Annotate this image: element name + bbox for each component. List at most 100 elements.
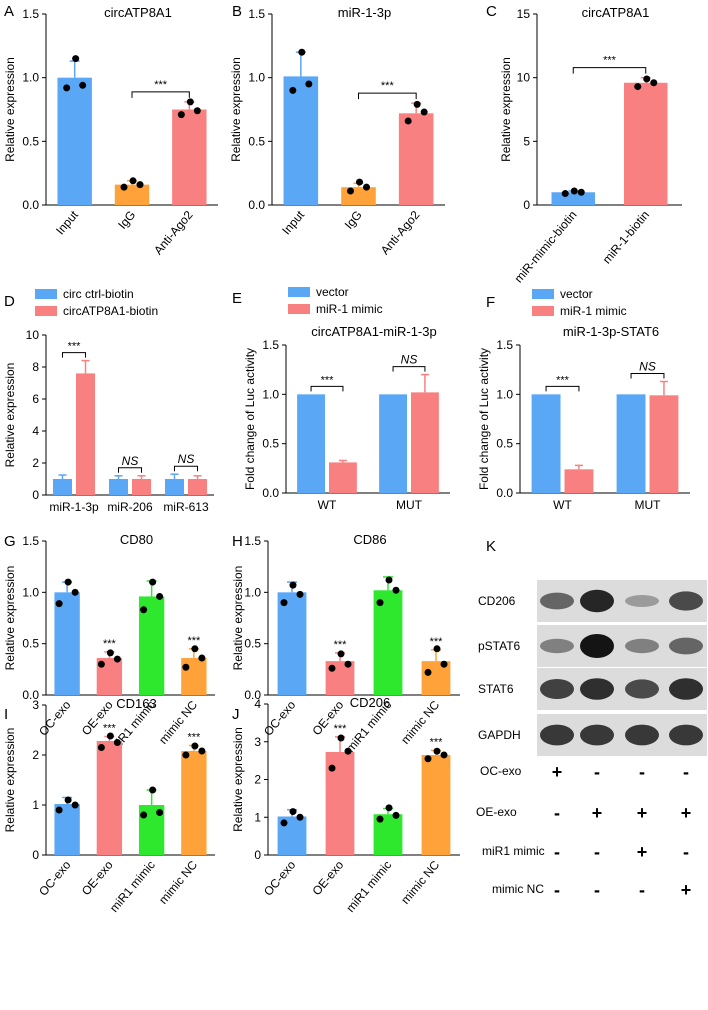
y-tick-label: 1.5 [22,534,39,548]
y-tick-label: 0.0 [22,198,39,212]
x-tick-label: Input [279,207,307,237]
blot-band [625,595,659,607]
bar [57,77,92,205]
significance-label: *** [187,635,201,647]
blot-band [625,638,659,654]
y-tick-label: 1.5 [496,338,513,352]
y-axis-label: Relative expression [231,566,245,671]
data-point [191,645,199,653]
data-point [337,650,345,658]
data-point [55,600,63,608]
legend-swatch [288,304,310,314]
significance-label: *** [321,374,335,386]
data-point [344,660,352,668]
x-tick-label: OC-exo [36,698,74,739]
data-point [392,811,400,819]
y-tick-label: 0.0 [496,486,513,500]
bar [114,184,150,205]
chart-title: miR-1-3p-STAT6 [563,324,659,339]
legend-label: miR-1 mimic [316,302,383,316]
data-point [198,747,206,755]
data-point [570,187,578,195]
x-tick-label: miR1 mimic [343,858,394,915]
y-tick-label: 10 [26,328,40,342]
y-tick-label: 1.5 [248,7,265,21]
data-point [72,55,80,63]
bar [411,392,439,493]
band-label: GAPDH [478,728,521,742]
y-tick-label: 6 [32,392,39,406]
data-point [363,183,370,191]
condition-sign: - [594,842,600,862]
data-point [296,813,304,821]
condition-sign: + [681,803,692,823]
blot-band [580,678,614,700]
x-tick-label: Anti-Ago2 [151,208,196,258]
panel-label: B [232,3,242,20]
blot-band [580,724,614,746]
y-axis-label: Relative expression [3,728,17,833]
bar [379,394,407,493]
significance-label: NS [401,353,418,367]
panel-label: G [4,533,16,550]
x-tick-label: MUT [396,498,423,512]
bar [181,658,207,695]
bar [108,479,128,495]
bar [283,76,319,205]
data-point [140,811,148,819]
significance-label: NS [639,360,656,374]
x-tick-label: Anti-Ago2 [378,208,423,258]
data-point [79,81,87,89]
data-point [149,786,157,794]
x-tick-label: mimic NC [156,858,200,907]
bar [341,187,376,205]
y-tick-label: 4 [32,424,39,438]
significance-label: *** [154,79,168,91]
data-point [113,739,121,746]
condition-sign: + [637,842,648,862]
data-point [182,751,190,759]
bar [132,479,152,495]
y-tick-label: 0.0 [262,486,279,500]
data-point [385,804,393,812]
blot-band [540,638,574,654]
data-point [289,808,297,816]
data-point [577,188,585,196]
significance-bracket [310,385,344,392]
data-point [156,809,164,816]
legend-swatch [35,306,57,316]
y-tick-label: 1.5 [262,338,279,352]
y-tick-label: 0.0 [244,688,261,702]
y-tick-label: 15 [517,7,531,21]
x-tick-label: WT [553,498,572,512]
x-tick-label: OE-exo [309,858,346,898]
y-tick-label: 1.0 [22,585,39,599]
chart-title: miR-1-3p [338,5,391,20]
chart-title: CD86 [353,532,386,547]
panel-label: H [232,533,243,550]
data-point [424,755,432,763]
y-tick-label: 0.0 [248,198,265,212]
panel-label: C [486,3,497,20]
chart-g: G 0.0 0.5 1.0 1.5 Relative expression CD80 OC-e… [3,532,215,755]
bar [624,82,668,205]
condition-sign: - [554,880,560,900]
x-tick-label: IgG [115,208,138,232]
bar [616,394,646,493]
data-point [198,654,206,662]
y-tick-label: 0 [523,198,530,212]
significance-label: *** [187,732,201,744]
x-tick-label: IgG [342,208,365,232]
data-point [433,645,441,653]
data-point [106,649,114,657]
significance-bracket [630,373,665,379]
y-axis-label: Fold change of Luc activity [243,348,257,490]
data-point [113,655,121,663]
data-point [650,79,658,87]
y-axis-label: Relative expression [231,727,245,832]
bar [96,741,123,855]
condition-sign: - [594,880,600,900]
chart-title: CD80 [120,532,153,547]
condition-sign: - [594,762,600,782]
